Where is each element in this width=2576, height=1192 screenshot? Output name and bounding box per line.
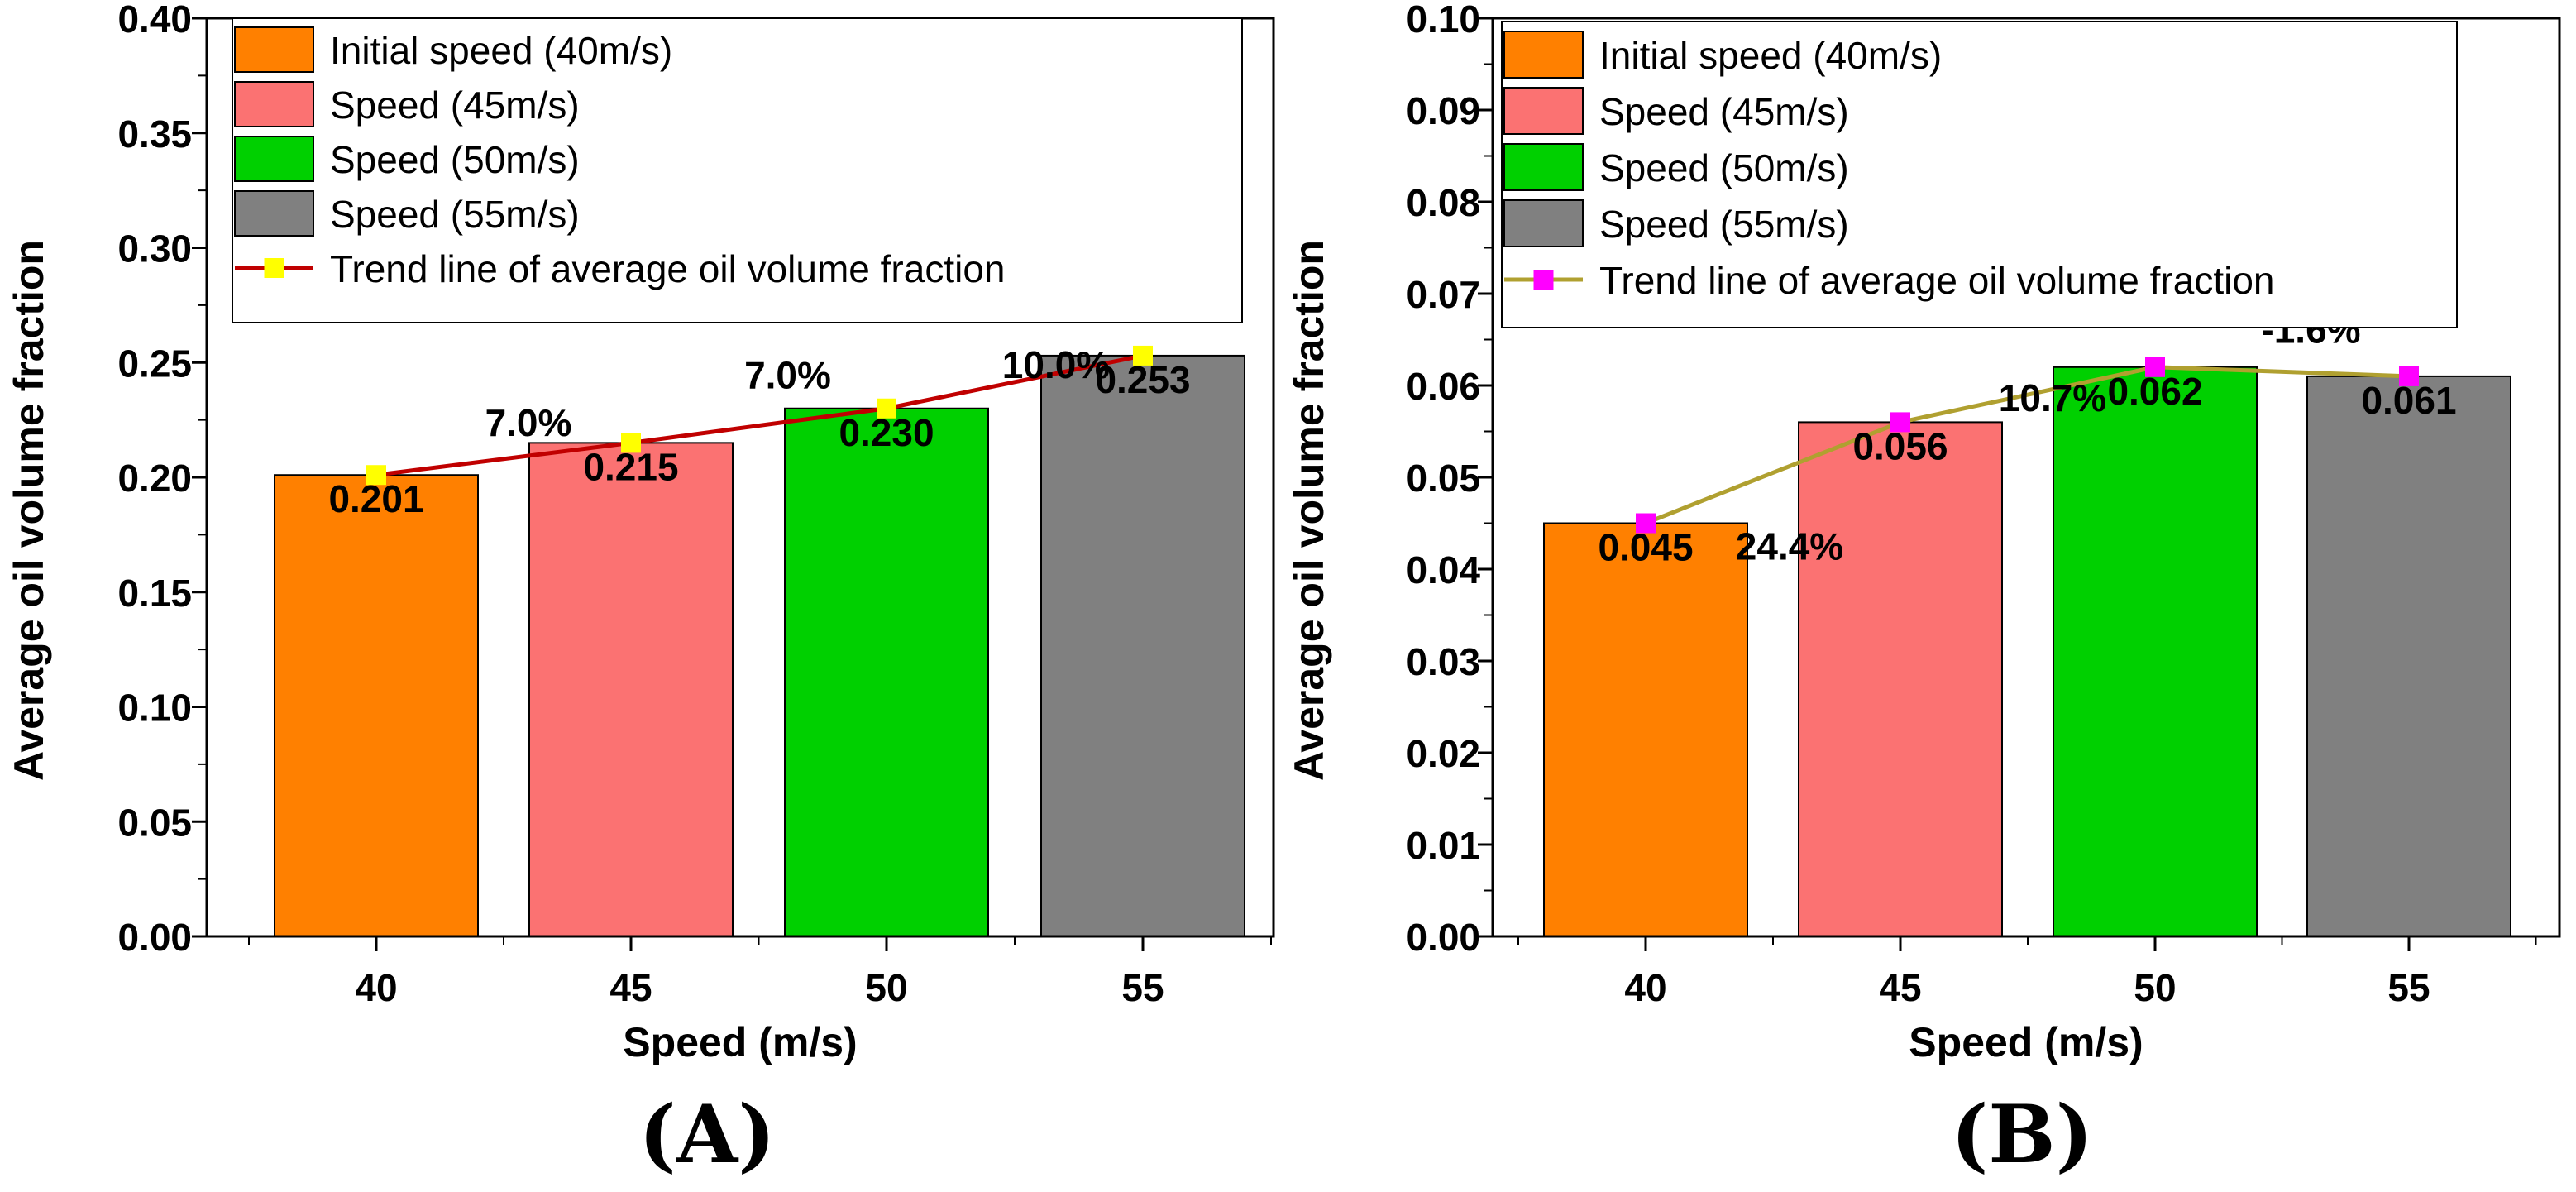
trend-marker [1133, 345, 1153, 366]
y-tick-label: 0.08 [1406, 181, 1480, 224]
x-tick-label: 45 [1879, 966, 1921, 1009]
bar-40 [1543, 522, 1748, 937]
bar-50 [784, 407, 989, 937]
y-tick-label: 0.05 [1406, 457, 1480, 500]
change-percent-label: 10.7% [1999, 376, 2106, 419]
trend-marker [366, 465, 386, 486]
panel-label: (B) [1951, 1088, 2093, 1181]
y-axis-title: Average oil volume fraction [6, 240, 52, 781]
legend-swatch [1503, 199, 1584, 247]
x-tick-label: 45 [609, 966, 652, 1009]
y-tick-label: 0.09 [1406, 89, 1480, 132]
panel-a: 0.00 0.05 0.10 0.15 0.20 0.25 0.30 0.35 0.40 40 45… [6, 0, 1275, 1181]
x-tick-label: 50 [865, 966, 907, 1009]
trend-marker [621, 433, 641, 453]
bar-45 [528, 442, 734, 937]
x-tick-label: 55 [1121, 966, 1164, 1009]
trend-marker [2399, 366, 2419, 386]
trend-marker [2145, 357, 2165, 377]
bar-value-label: 0.061 [2361, 379, 2456, 422]
y-tick-label: 0.00 [117, 916, 192, 959]
y-tick-label: 0.00 [1406, 916, 1480, 959]
legend-swatch [1503, 31, 1584, 79]
change-percent-label: 7.0% [485, 401, 572, 444]
trend-marker [877, 398, 896, 419]
y-tick-label: 0.25 [117, 342, 192, 385]
trend-line [375, 353, 1144, 477]
bar-value-label: 0.215 [583, 445, 678, 488]
y-tick-label: 0.15 [117, 572, 192, 615]
bar-40 [274, 474, 479, 937]
legend-label: Trend line of average oil volume fractio… [330, 247, 1006, 290]
legend-trend-marker [1533, 270, 1554, 290]
x-tick-label: 50 [2134, 966, 2176, 1009]
legend-swatch [234, 136, 314, 182]
trend-marker [1890, 412, 1910, 433]
bar-value-label: 0.253 [1095, 358, 1190, 401]
y-tick-label: 0.07 [1406, 273, 1480, 316]
y-tick-label: 0.35 [117, 112, 192, 156]
change-percent-label: 24.4% [1736, 524, 1843, 567]
x-tick-label: 40 [1624, 966, 1666, 1009]
legend-box [232, 17, 1243, 323]
legend-box [1501, 21, 2458, 328]
legend-swatch [234, 26, 314, 73]
legend-label: Speed (50m/s) [330, 138, 580, 181]
y-tick-label: 0.06 [1406, 365, 1480, 408]
x-tick-label: 55 [2387, 966, 2430, 1009]
legend-label: Speed (45m/s) [1599, 90, 1849, 133]
trend-marker [1636, 513, 1656, 534]
legend-swatch [1503, 87, 1584, 135]
y-tick-label: 0.05 [117, 801, 192, 844]
legend-trend-marker [264, 258, 284, 278]
y-tick-label: 0.20 [117, 457, 192, 500]
y-tick-label: 0.03 [1406, 640, 1480, 683]
legend-label: Initial speed (40m/s) [1599, 34, 1942, 77]
legend: Initial speed (40m/s) Speed (45m/s) Speed … [232, 17, 1243, 323]
legend-label: Trend line of average oil volume fractio… [1599, 259, 2275, 302]
bar-value-label: 0.056 [1852, 424, 1948, 467]
panel-label: (A) [638, 1088, 775, 1181]
bar-55 [1040, 354, 1245, 937]
bar-value-label: 0.230 [839, 411, 934, 454]
bar-value-label: 0.062 [2107, 370, 2202, 413]
legend-swatch [1503, 143, 1584, 191]
legend-swatch [234, 81, 314, 127]
panel-b: 0.00 0.01 0.02 0.03 0.04 0.05 0.06 0.07 0.08 0.09… [1286, 0, 2561, 1181]
trend-line [1645, 365, 2410, 525]
y-tick-label: 0.40 [117, 0, 192, 41]
bar-55 [2306, 375, 2511, 937]
y-tick-label: 0.04 [1406, 548, 1480, 591]
change-percent-label: 10.0% [1002, 343, 1110, 386]
y-tick-label: 0.10 [117, 687, 192, 730]
x-axis-title: Speed (m/s) [1909, 1019, 2143, 1065]
y-tick-label: 0.30 [117, 227, 192, 270]
bar-45 [1798, 421, 2003, 937]
y-tick-label: 0.02 [1406, 732, 1480, 775]
legend-label: Initial speed (40m/s) [330, 29, 672, 72]
x-axis-title: Speed (m/s) [623, 1019, 857, 1065]
x-tick-label: 40 [355, 966, 397, 1009]
change-percent-label: 7.0% [744, 354, 831, 397]
legend-swatch [234, 190, 314, 237]
legend-label: Speed (55m/s) [1599, 203, 1849, 246]
legend: Initial speed (40m/s) Speed (45m/s) Speed … [1501, 21, 2458, 328]
bar-value-label: 0.201 [328, 477, 423, 520]
y-tick-label: 0.01 [1406, 824, 1480, 867]
bar-value-label: 0.045 [1598, 526, 1693, 569]
legend-label: Speed (45m/s) [330, 84, 580, 127]
y-tick-label: 0.10 [1406, 0, 1480, 41]
legend-label: Speed (55m/s) [330, 193, 580, 236]
legend-label: Speed (50m/s) [1599, 146, 1849, 189]
bar-50 [2053, 366, 2258, 937]
y-axis-title: Average oil volume fraction [1286, 240, 1332, 781]
